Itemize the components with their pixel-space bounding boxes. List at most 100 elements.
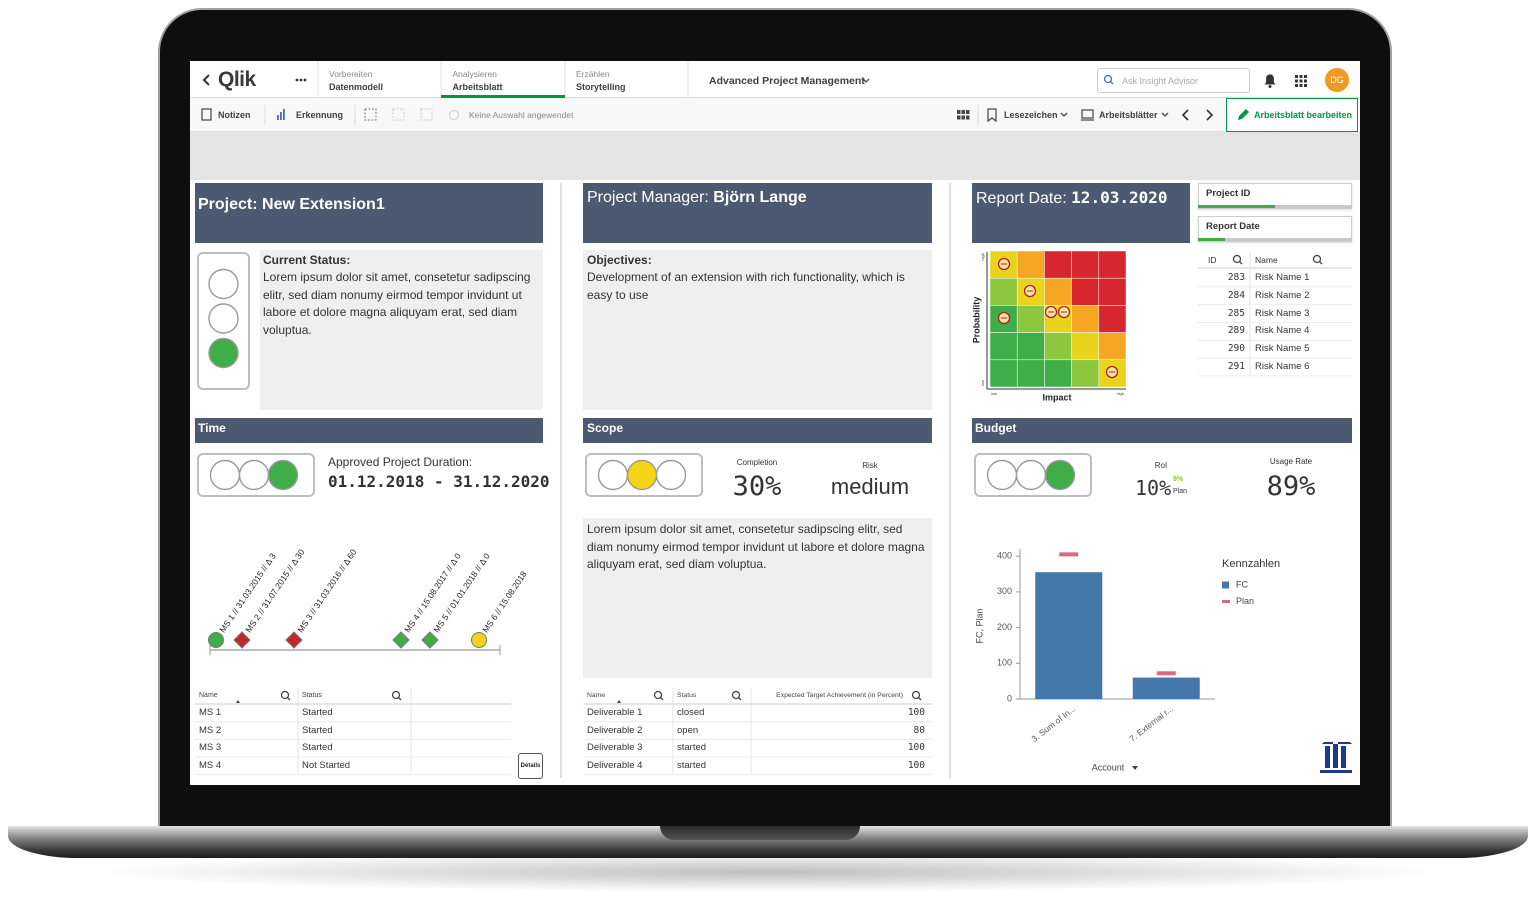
table-cell: 291 bbox=[1227, 361, 1245, 372]
selection-tool-icon bbox=[420, 108, 433, 121]
tab-subtitle[interactable]: Storytelling bbox=[576, 82, 626, 92]
filter-pane[interactable] bbox=[1198, 216, 1352, 242]
milestone-marker bbox=[421, 631, 439, 649]
milestone-label: MS 5 // 01.01.2018 // Δ 0 bbox=[431, 551, 492, 634]
table-cell: Started bbox=[302, 724, 333, 736]
search-placeholder: Ask Insight Advisor bbox=[1122, 76, 1199, 86]
chevron-down bbox=[1161, 112, 1169, 117]
risk-cell bbox=[989, 332, 1018, 361]
traffic-light-lit bbox=[208, 337, 239, 369]
section-header bbox=[195, 183, 543, 243]
search-icon-handle bbox=[738, 697, 742, 701]
laptop-notch bbox=[660, 826, 860, 840]
table-header[interactable]: Expected Target Achievement (in Percent) bbox=[776, 692, 903, 699]
search-icon-handle bbox=[398, 697, 402, 701]
table-cell: Started bbox=[302, 742, 333, 754]
bookmark-icon bbox=[987, 108, 997, 123]
insights-button[interactable]: Erkennung bbox=[296, 110, 344, 120]
search-icon-handle bbox=[1110, 81, 1114, 85]
traffic-light-off bbox=[208, 303, 239, 334]
table-header[interactable]: Name bbox=[199, 692, 218, 699]
matrix-high: high bbox=[980, 253, 985, 261]
traffic-light-off bbox=[655, 459, 687, 491]
search-icon-handle bbox=[918, 697, 922, 701]
tab-title[interactable]: Analysieren bbox=[452, 69, 497, 79]
table-cell: Risk Name 4 bbox=[1255, 325, 1310, 337]
search-icon bbox=[280, 690, 290, 700]
table-header[interactable]: Name bbox=[1255, 255, 1278, 265]
filter-selection-bar bbox=[1225, 238, 1352, 241]
tab-subtitle[interactable]: Arbeitsblatt bbox=[452, 82, 503, 92]
apps-icon bbox=[1304, 84, 1307, 87]
filter-title: Project ID bbox=[1206, 188, 1251, 199]
roi-label: RoI bbox=[1154, 461, 1168, 470]
apps-icon bbox=[1295, 84, 1298, 87]
notification-bell-clapper bbox=[1268, 85, 1272, 88]
user-initials: DG bbox=[1330, 75, 1344, 85]
edit-icon bbox=[1238, 109, 1249, 120]
milestone-marker bbox=[285, 631, 303, 649]
matrix-high: high bbox=[1116, 391, 1124, 396]
next-sheet bbox=[1206, 109, 1214, 121]
search-box[interactable] bbox=[1097, 68, 1250, 93]
y-tick-label: 0 bbox=[1007, 693, 1012, 703]
traffic-light-off bbox=[208, 268, 239, 300]
bookmarks-button[interactable]: Lesezeichen bbox=[1004, 110, 1058, 120]
app-title[interactable]: Advanced Project Management bbox=[709, 75, 865, 87]
risk-cell bbox=[1071, 277, 1100, 306]
section-header bbox=[195, 418, 543, 443]
table-cell: Deliverable 4 bbox=[587, 759, 643, 771]
traffic-light-off bbox=[986, 459, 1018, 491]
table-header[interactable]: Name bbox=[587, 692, 606, 699]
completion-value: 30% bbox=[732, 471, 782, 502]
risk-cell bbox=[1016, 250, 1045, 279]
risk-cell bbox=[1044, 277, 1072, 306]
table-cell: Started bbox=[302, 707, 333, 718]
risk-cell bbox=[1071, 359, 1100, 388]
filter-pane[interactable] bbox=[1198, 183, 1352, 209]
tab-subtitle[interactable]: Datenmodell bbox=[329, 82, 384, 92]
back-button bbox=[202, 74, 210, 86]
table-cell: 290 bbox=[1227, 343, 1245, 355]
status-title: Current Status: bbox=[263, 253, 351, 267]
tab-title[interactable]: Erzählen bbox=[576, 69, 610, 79]
milestone-marker bbox=[208, 632, 224, 648]
table-cell: 284 bbox=[1227, 289, 1245, 301]
x-axis-dropdown bbox=[1132, 766, 1138, 770]
table-header[interactable]: ID bbox=[1208, 255, 1217, 265]
table-cell: Not Started bbox=[302, 759, 351, 771]
milestone-marker bbox=[471, 632, 487, 648]
y-axis-title: FC, Plan bbox=[974, 608, 984, 643]
details-label: Details bbox=[520, 763, 541, 769]
apps-icon bbox=[1299, 79, 1303, 83]
tab-title[interactable]: Vorbereiten bbox=[329, 69, 373, 79]
search-icon bbox=[653, 690, 663, 700]
legend-swatch bbox=[1222, 600, 1230, 603]
notes-button[interactable]: Notizen bbox=[218, 110, 251, 120]
traffic-light-off bbox=[597, 459, 629, 491]
apps-icon bbox=[1304, 79, 1307, 83]
edit-sheet-button[interactable] bbox=[1226, 98, 1358, 132]
traffic-light-lit bbox=[267, 459, 299, 491]
table-cell: started bbox=[677, 742, 707, 754]
section-header bbox=[583, 183, 932, 243]
table-cell: MS 3 bbox=[199, 742, 222, 754]
table-header[interactable]: Status bbox=[677, 692, 697, 699]
roi-plan-value: 9% bbox=[1173, 476, 1184, 483]
clear-selection-icon bbox=[449, 110, 459, 120]
details-button[interactable] bbox=[518, 753, 543, 779]
chevron-down bbox=[1060, 112, 1068, 117]
more-dots bbox=[295, 78, 299, 82]
matrix-x-label: Impact bbox=[1042, 392, 1071, 402]
milestone-marker bbox=[233, 631, 251, 649]
milestone-label: MS 4 // 15.08.2017 // Δ 0 bbox=[402, 551, 463, 634]
section-header bbox=[972, 183, 1190, 243]
selection-tool-icon bbox=[392, 108, 405, 121]
table-header[interactable]: Status bbox=[302, 692, 322, 699]
search-icon bbox=[1103, 74, 1113, 84]
risk-cell bbox=[1044, 250, 1072, 279]
table-cell: Risk Name 3 bbox=[1255, 307, 1310, 319]
usage-value: 89% bbox=[1266, 471, 1316, 502]
sheets-button[interactable]: Arbeitsblätter bbox=[1099, 110, 1158, 120]
